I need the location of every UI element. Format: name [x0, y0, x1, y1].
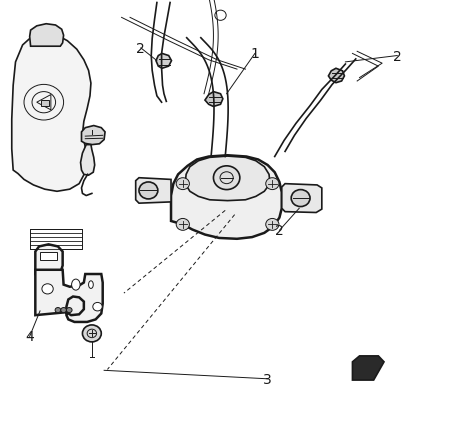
Ellipse shape	[72, 279, 80, 291]
Polygon shape	[185, 157, 270, 201]
Polygon shape	[82, 126, 105, 145]
Polygon shape	[136, 178, 171, 204]
Polygon shape	[81, 145, 95, 176]
Circle shape	[42, 284, 53, 294]
Circle shape	[55, 308, 61, 313]
Polygon shape	[40, 252, 57, 260]
Circle shape	[213, 167, 240, 190]
Polygon shape	[328, 69, 345, 83]
Polygon shape	[353, 356, 384, 380]
Circle shape	[291, 190, 310, 207]
Text: 4: 4	[25, 330, 34, 343]
Text: 2: 2	[137, 42, 145, 56]
Polygon shape	[40, 101, 48, 107]
Circle shape	[93, 303, 102, 311]
Circle shape	[82, 325, 101, 342]
Circle shape	[176, 219, 190, 231]
Text: 2: 2	[393, 49, 401, 63]
Text: 1: 1	[250, 47, 259, 61]
Circle shape	[61, 308, 66, 313]
Text: 2: 2	[275, 224, 284, 238]
Polygon shape	[205, 92, 223, 107]
Circle shape	[266, 178, 279, 190]
Polygon shape	[171, 156, 282, 239]
Polygon shape	[12, 33, 91, 192]
Ellipse shape	[89, 281, 93, 289]
Polygon shape	[156, 54, 172, 69]
Text: 3: 3	[263, 372, 272, 386]
Circle shape	[66, 308, 72, 313]
Circle shape	[139, 182, 158, 199]
Polygon shape	[36, 270, 103, 322]
Circle shape	[176, 178, 190, 190]
Polygon shape	[282, 184, 322, 213]
Circle shape	[266, 219, 279, 231]
Polygon shape	[36, 245, 63, 274]
Polygon shape	[30, 25, 64, 47]
